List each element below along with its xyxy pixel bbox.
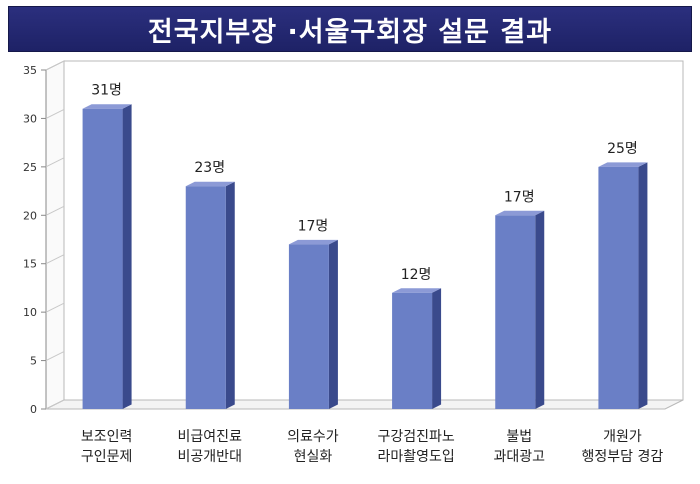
category-label: 비공개반대 [178, 449, 242, 465]
bar [288, 244, 329, 409]
y-tick-connector [45, 205, 65, 216]
y-tick-connector [45, 302, 65, 313]
bar-top-face [495, 210, 545, 216]
data-label: 31명 [91, 83, 122, 99]
category-label: 행정부담 경감 [582, 449, 664, 465]
y-tick-connector [45, 254, 65, 265]
bar [495, 215, 536, 409]
bar [392, 292, 433, 409]
y-tick-connector [45, 399, 65, 410]
bar-side-face [225, 181, 235, 409]
bar-side-face [638, 162, 648, 409]
category-label: 불법 [506, 429, 532, 445]
bar-top-face [598, 162, 648, 167]
y-tick-connector [45, 157, 65, 168]
y-tick-label: 25 [23, 161, 37, 174]
y-tick-label: 5 [30, 355, 37, 368]
chart-title-bar: 전국지부장 ·서울구회장 설문 결과 [8, 6, 692, 52]
category-label: 과대광고 [493, 449, 545, 465]
chart-back-wall [63, 60, 684, 401]
bar [598, 166, 639, 409]
y-tick-label: 35 [23, 64, 37, 77]
bar-top-face [288, 239, 338, 245]
data-label: 12명 [401, 267, 432, 283]
category-label: 라마촬영도입 [377, 449, 454, 465]
category-label: 보조인력 [81, 429, 133, 445]
bar-top-face [185, 181, 235, 187]
category-label: 의료수가 [287, 429, 339, 445]
bar-side-face [535, 210, 545, 409]
category-label: 비급여진료 [178, 429, 243, 445]
data-label: 17명 [298, 218, 329, 234]
bar-side-face [432, 288, 442, 409]
y-tick-connector [45, 108, 65, 119]
data-label: 23명 [194, 160, 225, 176]
data-label: 25명 [607, 141, 638, 157]
category-label: 구강검진파노 [377, 429, 454, 445]
bar-top-face [82, 104, 132, 109]
bar [82, 108, 123, 409]
bar-side-face [328, 239, 338, 409]
y-tick-label: 0 [30, 403, 37, 416]
data-label: 17명 [504, 189, 535, 205]
category-label: 현실화 [294, 449, 333, 465]
y-tick-connector [45, 351, 65, 362]
chart-floor [45, 399, 684, 410]
chart-title: 전국지부장 ·서울구회장 설문 결과 [147, 16, 553, 48]
y-tick-connector [45, 60, 65, 71]
bar-side-face [122, 104, 132, 409]
category-label: 개원가 [603, 429, 642, 445]
category-label: 구인문제 [81, 449, 133, 465]
y-tick-label: 20 [23, 209, 37, 222]
chart-side-wall [45, 60, 65, 410]
y-tick-label: 10 [23, 306, 37, 319]
bar-top-face [392, 288, 442, 293]
bar [185, 186, 226, 409]
y-tick-label: 15 [23, 258, 37, 271]
y-tick-label: 30 [23, 112, 37, 125]
